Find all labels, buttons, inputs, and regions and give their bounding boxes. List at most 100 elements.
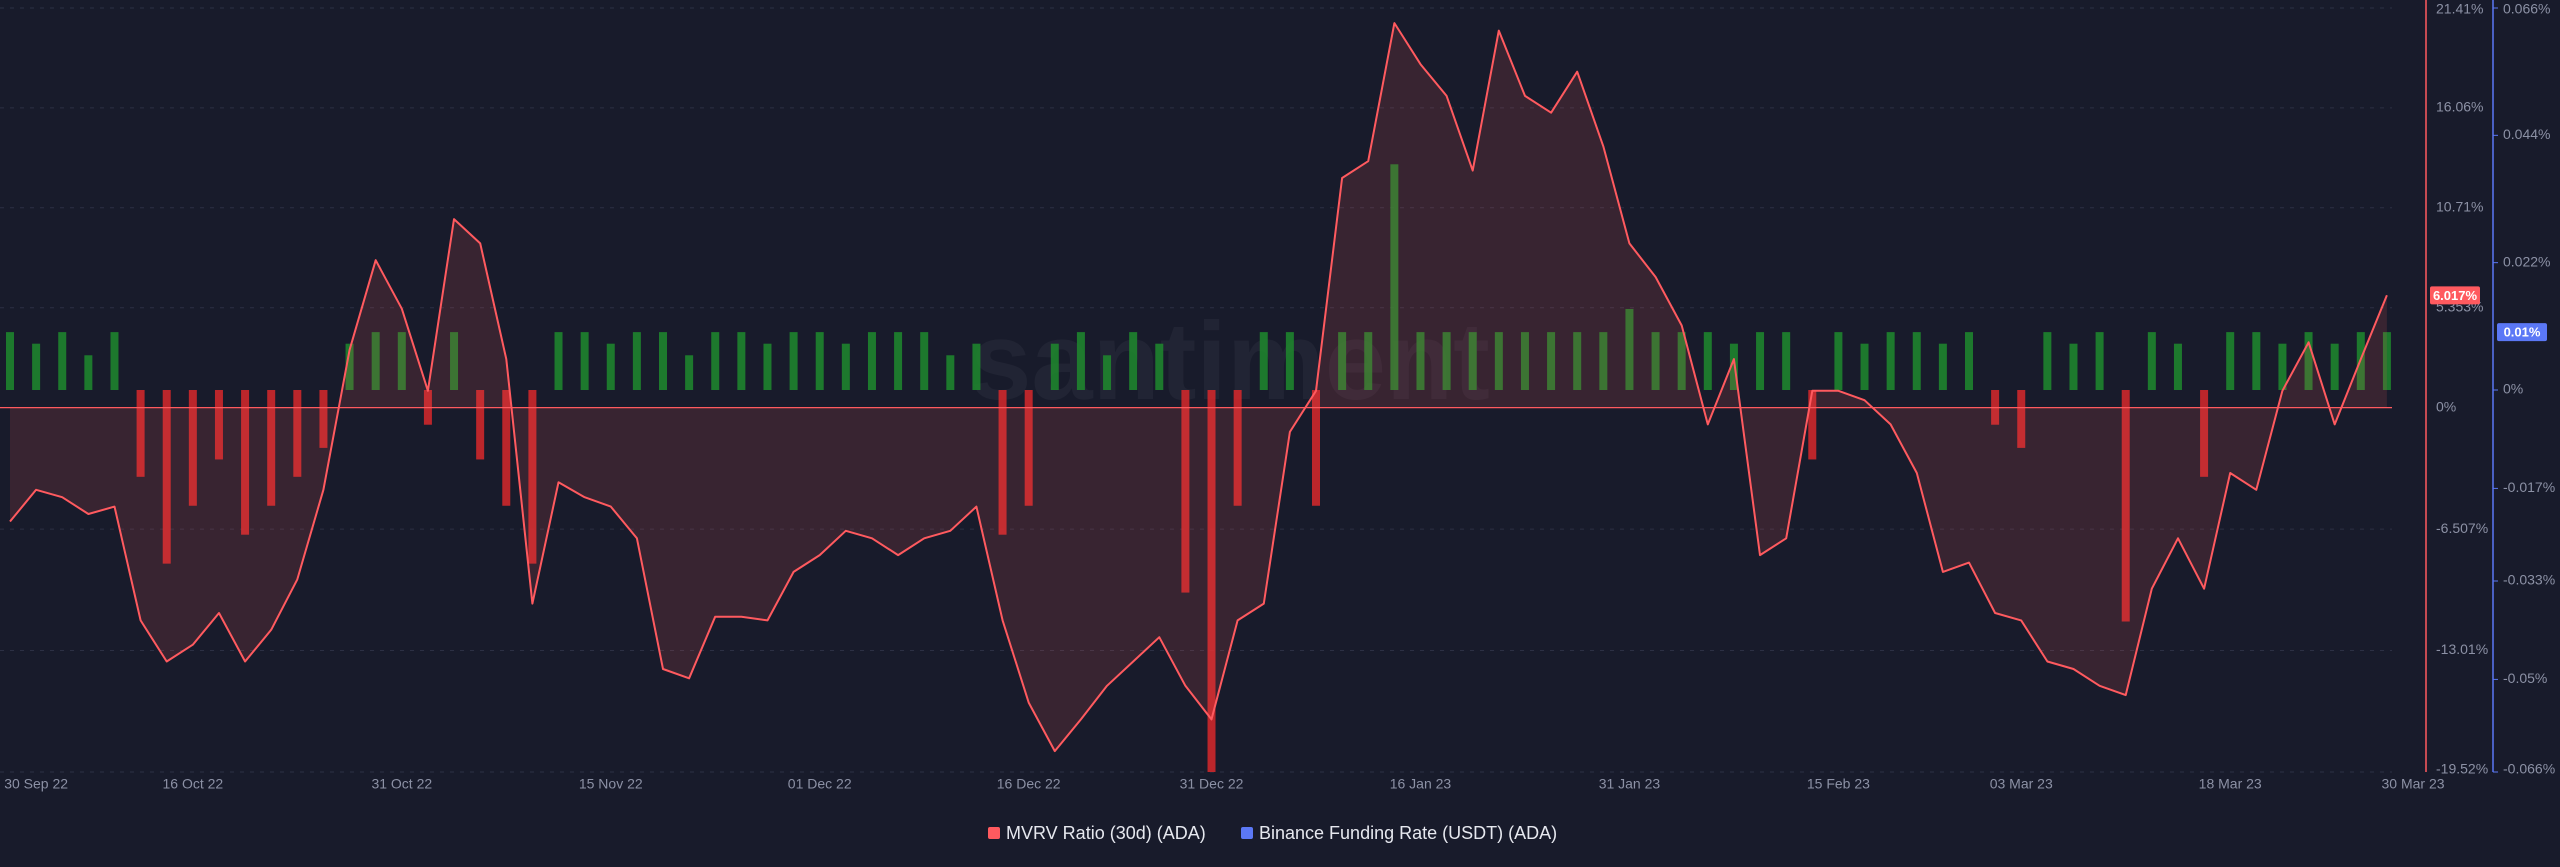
bar <box>1860 343 1869 390</box>
bar <box>371 332 380 390</box>
bar <box>2304 332 2313 390</box>
bar <box>476 390 485 460</box>
x-tick-label: 16 Jan 23 <box>1390 776 1452 792</box>
x-tick-label: 16 Dec 22 <box>997 776 1061 792</box>
bar <box>1050 343 1059 390</box>
bar <box>1181 390 1190 593</box>
bar <box>1782 332 1791 390</box>
value-label: 0.01% <box>2504 325 2541 340</box>
bar <box>1312 390 1320 506</box>
bar <box>1520 332 1529 390</box>
bar <box>2382 332 2391 390</box>
bar <box>2069 343 2078 390</box>
bar <box>1390 164 1399 390</box>
bar <box>972 343 981 390</box>
bar <box>84 355 93 390</box>
bar <box>763 343 772 390</box>
y-tick-label: 21.41% <box>2436 1 2483 17</box>
bar <box>6 332 14 390</box>
bar <box>1808 390 1817 460</box>
bar <box>946 355 955 390</box>
y-tick-label: -6.507% <box>2436 520 2488 536</box>
bar <box>998 390 1007 535</box>
bar <box>2226 332 2235 390</box>
bar <box>528 390 537 564</box>
legend-swatch <box>988 827 1000 839</box>
bar <box>1494 332 1503 390</box>
x-tick-label: 16 Oct 22 <box>162 776 223 792</box>
bar <box>32 343 41 390</box>
bar <box>2095 332 2104 390</box>
bar <box>1547 332 1556 390</box>
bar <box>58 332 67 390</box>
bar <box>1912 332 1921 390</box>
bar <box>1938 343 1947 390</box>
bar <box>2121 390 2130 622</box>
bar <box>1233 390 1242 506</box>
bar <box>659 332 667 390</box>
bar <box>1416 332 1425 390</box>
bar <box>450 332 459 390</box>
bar <box>1677 332 1686 390</box>
bar <box>267 390 276 506</box>
bar <box>841 343 850 390</box>
bar <box>632 332 641 390</box>
y2-tick-label: 0.066% <box>2503 1 2550 17</box>
bar <box>1285 332 1294 390</box>
y-tick-label: 10.71% <box>2436 198 2483 214</box>
bar <box>1259 332 1268 390</box>
bar <box>894 332 903 390</box>
bar <box>1886 332 1895 390</box>
bar <box>815 332 824 390</box>
bar <box>110 332 119 390</box>
legend-label: Binance Funding Rate (USDT) (ADA) <box>1259 823 1557 843</box>
bar <box>580 332 589 390</box>
bar <box>1573 332 1582 390</box>
y2-tick-label: 0.044% <box>2503 126 2550 142</box>
legend-swatch <box>1241 827 1253 839</box>
x-tick-label: 15 Nov 22 <box>579 776 643 792</box>
bar <box>2252 332 2261 390</box>
y2-tick-label: -0.05% <box>2503 670 2547 686</box>
y-tick-label: 16.06% <box>2436 99 2483 115</box>
x-tick-label: 18 Mar 23 <box>2199 776 2262 792</box>
bar <box>2017 390 2026 448</box>
bar <box>1651 332 1660 390</box>
bar <box>1442 332 1451 390</box>
bar <box>711 332 720 390</box>
value-label-box <box>2497 323 2547 342</box>
bar <box>1207 390 1216 772</box>
y-tick-label: -13.01% <box>2436 641 2488 657</box>
bar <box>867 332 876 390</box>
bar <box>2278 343 2287 390</box>
bar <box>241 390 250 535</box>
bar <box>397 332 406 390</box>
x-tick-label: 30 Mar 23 <box>2382 776 2445 792</box>
bar <box>1364 332 1373 390</box>
bar <box>2330 343 2339 390</box>
bar <box>1625 308 1634 390</box>
x-tick-label: 31 Oct 22 <box>371 776 432 792</box>
bar <box>1729 343 1738 390</box>
area <box>10 23 2387 752</box>
bar <box>214 390 223 460</box>
line <box>9 22 2388 753</box>
bar <box>1834 332 1843 390</box>
x-tick-label: 01 Dec 22 <box>788 776 852 792</box>
y-tick-label: -19.52% <box>2436 761 2488 777</box>
value-label-box <box>2430 286 2480 305</box>
bar <box>293 390 302 477</box>
bar <box>1756 332 1765 390</box>
bar <box>502 390 511 506</box>
bar <box>162 390 171 564</box>
y2-tick-label: -0.033% <box>2503 572 2555 588</box>
bar <box>1129 332 1138 390</box>
bar <box>1703 332 1712 390</box>
bar <box>1338 332 1347 390</box>
bar <box>319 390 328 448</box>
x-tick-label: 31 Dec 22 <box>1180 776 1244 792</box>
bar <box>737 332 746 390</box>
y2-tick-label: 0% <box>2503 381 2523 397</box>
